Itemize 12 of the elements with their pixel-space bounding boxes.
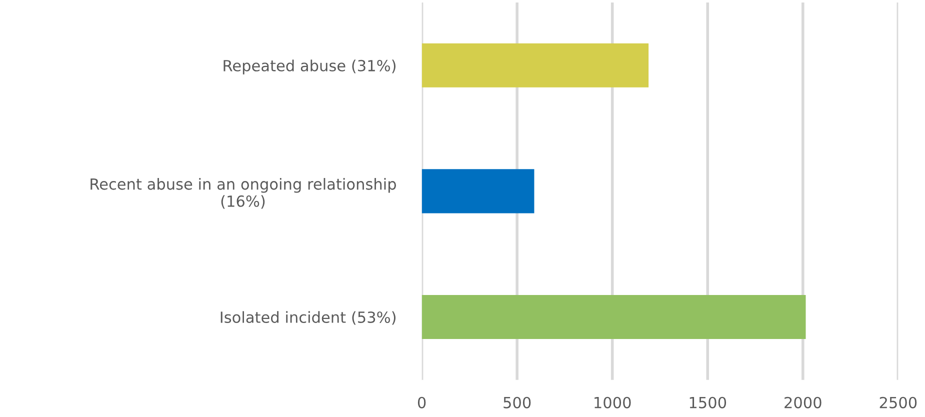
x-tick-label: 2000 bbox=[784, 396, 822, 408]
bar bbox=[422, 43, 649, 88]
bar bbox=[422, 169, 534, 214]
x-tick-label: 1500 bbox=[690, 396, 726, 408]
x-tick-label: 2500 bbox=[880, 396, 917, 408]
y-tick-label: Recent abuse in an ongoing relationship (16%) bbox=[90, 178, 396, 209]
x-tick-label: 500 bbox=[504, 396, 531, 408]
y-tick-label: Repeated abuse (31%) bbox=[224, 60, 396, 74]
bar bbox=[422, 294, 806, 340]
y-tick-label: Isolated incident (53%) bbox=[220, 311, 396, 325]
x-tick-label: 1000 bbox=[594, 396, 631, 408]
x-tick-label: 0 bbox=[418, 396, 426, 408]
